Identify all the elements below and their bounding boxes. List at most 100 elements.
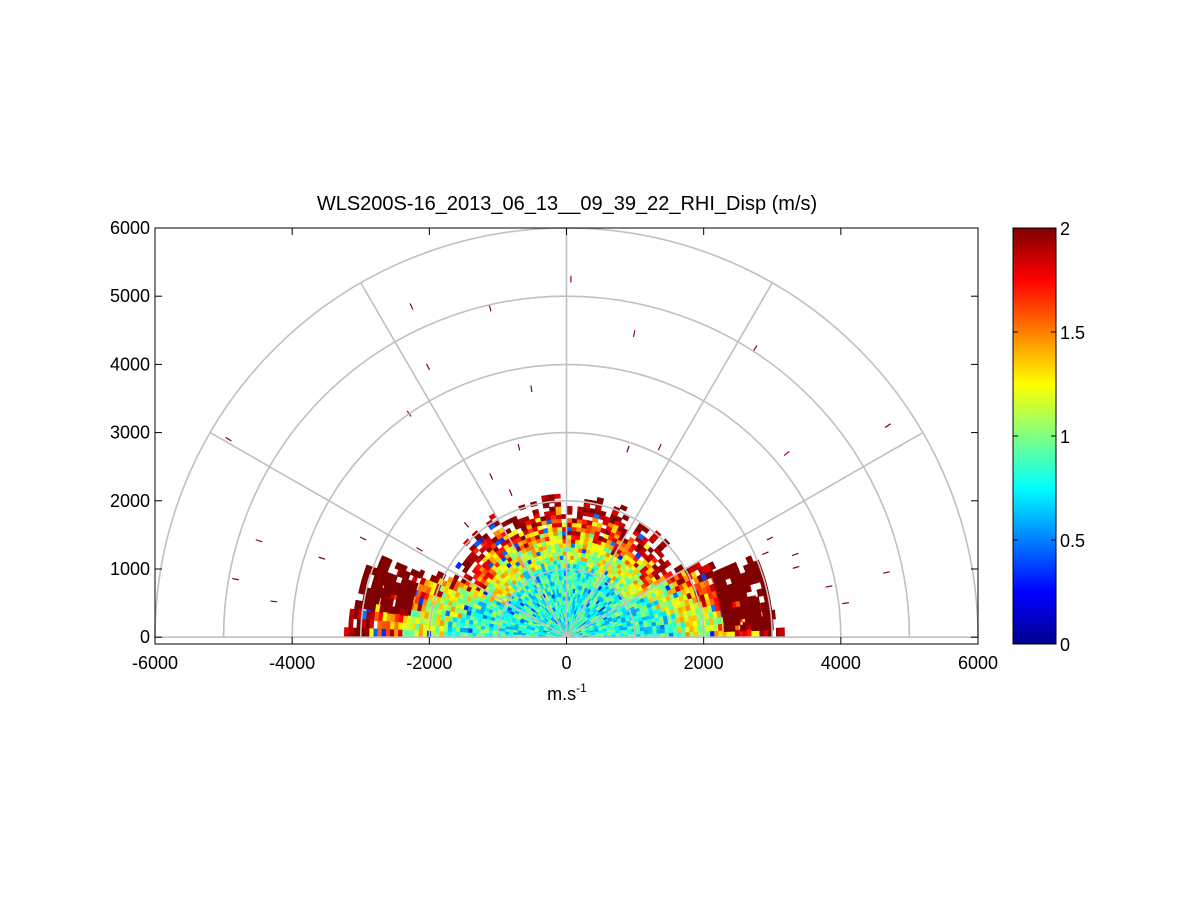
data-cell-left (471, 566, 479, 575)
data-cell-left (418, 623, 424, 632)
data-cell-edge (745, 555, 754, 565)
y-tick-label: 3000 (110, 423, 150, 443)
isolated-cells (225, 275, 892, 605)
data-cell-left (389, 629, 395, 638)
data-cell-left (438, 631, 444, 638)
data-cell-left (348, 627, 354, 638)
data-cell-right (570, 522, 577, 528)
y-tick-label: 4000 (110, 354, 150, 374)
isolated-cell (791, 552, 799, 557)
isolated-cell (409, 303, 414, 310)
isolated-cell (318, 556, 326, 560)
data-cell-right (668, 627, 674, 634)
plot-area: -6000 -4000 -2000 0 2000 4000 6000 0 1000 2000 30… (110, 218, 998, 673)
data-cell-right (693, 631, 699, 638)
data-cell-left (376, 628, 382, 638)
data-cell-left (548, 506, 556, 512)
data-cell-right (685, 626, 691, 633)
x-tick-label: 2000 (684, 653, 724, 673)
data-cell-left (557, 534, 563, 540)
data-cell-right (570, 530, 577, 536)
y-tick-label: 1000 (110, 559, 150, 579)
data-cell-right (660, 628, 666, 634)
colorbar: 0 0.5 1 1.5 2 (1012, 219, 1085, 655)
data-cell-edge (756, 623, 763, 631)
data-cell-right (680, 626, 687, 633)
y-axis-ticks: 0 1000 2000 3000 4000 5000 6000 (110, 218, 978, 647)
y-tick-label: 2000 (110, 491, 150, 511)
data-cell-left (438, 625, 444, 633)
data-cell-left (377, 620, 383, 630)
data-cell-left (547, 494, 555, 500)
data-cell-left (352, 627, 358, 638)
isolated-cell (762, 551, 769, 556)
x-tick-label: 4000 (821, 653, 861, 673)
data-cell-right (619, 504, 628, 512)
isolated-cell (489, 473, 494, 480)
x-tick-label: -2000 (406, 653, 452, 673)
data-cell-right (693, 625, 699, 632)
data-cell-right (570, 542, 576, 548)
data-cell-right (577, 506, 585, 512)
isolated-cell (255, 539, 263, 543)
isolated-cell (416, 547, 423, 552)
data-cell-right (570, 534, 576, 540)
isolated-cell (530, 385, 533, 393)
data-cell-edge (730, 561, 739, 571)
data-cell-right (710, 630, 715, 638)
data-cell-left (405, 622, 412, 631)
data-cell-left (480, 625, 486, 631)
data-cell-left (343, 627, 349, 638)
data-cell-left (401, 629, 407, 638)
chart-title: WLS200S-16_2013_06_13__09_39_22_RHI_Disp… (317, 193, 817, 215)
data-cell-left (488, 630, 494, 635)
data-cell-edge (404, 608, 412, 616)
data-cell-right (689, 631, 695, 638)
data-cell-edge (358, 585, 366, 595)
isolated-cell (882, 571, 890, 574)
data-cell-right (718, 630, 724, 638)
isolated-cell (657, 443, 662, 451)
data-cell-left (418, 630, 423, 638)
data-cell-left (364, 628, 370, 638)
data-cell-right (621, 514, 630, 522)
polar-grid (154, 227, 979, 638)
data-cell-left (541, 494, 549, 501)
data-cell-edge (355, 600, 363, 609)
isolated-cell (225, 436, 232, 442)
isolated-cell (479, 537, 486, 544)
data-cell-right (570, 526, 577, 532)
data-cell-left (543, 511, 551, 517)
x-tick-label: -6000 (132, 653, 178, 673)
colorbar-tick-label: 0 (1060, 635, 1070, 655)
data-cell-left (471, 628, 477, 634)
data-cell-right (569, 555, 575, 561)
data-cell-left (401, 622, 407, 631)
data-cell-right (648, 629, 654, 634)
data-cell-left (463, 627, 469, 634)
data-cell-right (689, 625, 695, 633)
data-cell-right (779, 627, 785, 638)
data-cell-left (455, 627, 461, 633)
isolated-cell (359, 536, 367, 541)
x-tick-label: -4000 (269, 653, 315, 673)
data-cell-left (492, 630, 498, 635)
data-cell-left (555, 514, 562, 520)
x-axis-ticks: -6000 -4000 -2000 0 2000 4000 6000 (132, 228, 998, 673)
data-cell-left (553, 493, 561, 499)
data-cell-left (422, 624, 428, 632)
data-cell-right (705, 624, 711, 632)
data-cell-edge (754, 609, 762, 618)
data-cell-right (734, 629, 740, 638)
data-cell-edge (723, 625, 730, 633)
data-cell-left (467, 628, 473, 634)
data-cell-left (558, 550, 564, 557)
data-cell-left (422, 630, 428, 638)
data-cell-right (588, 507, 596, 514)
data-cell-right (697, 625, 703, 632)
y-tick-label: 0 (140, 627, 150, 647)
data-cell-edge (750, 617, 758, 625)
data-cell-left (446, 626, 453, 633)
data-cell-right (574, 539, 580, 545)
data-cell-right (569, 559, 574, 565)
